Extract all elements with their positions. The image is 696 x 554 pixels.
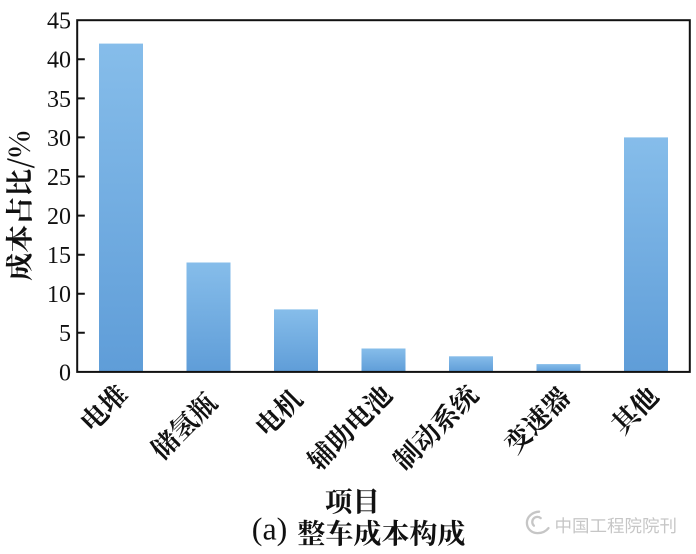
svg-text:35: 35 bbox=[47, 87, 71, 113]
svg-text:5: 5 bbox=[59, 321, 71, 347]
svg-text:40: 40 bbox=[47, 48, 71, 74]
svg-text:20: 20 bbox=[47, 204, 71, 230]
svg-text:10: 10 bbox=[47, 282, 71, 308]
svg-text:15: 15 bbox=[47, 243, 71, 269]
svg-text:(a): (a) bbox=[252, 511, 288, 547]
svg-text:45: 45 bbox=[47, 9, 71, 35]
svg-text:0: 0 bbox=[59, 360, 71, 386]
svg-text:30: 30 bbox=[47, 126, 71, 152]
svg-text:25: 25 bbox=[47, 165, 71, 191]
